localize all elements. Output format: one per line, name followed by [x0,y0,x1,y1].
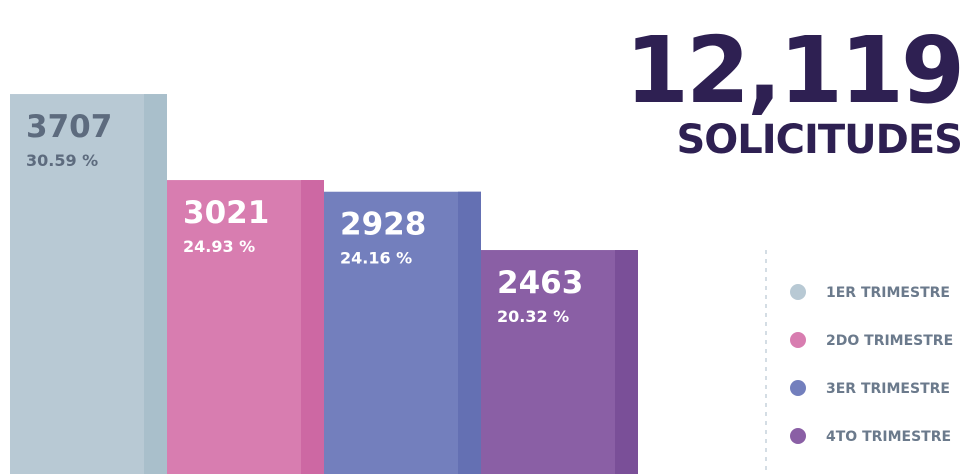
value-label: 3707 [26,109,112,145]
percentage-label: 20.32 % [497,307,569,326]
legend-label: 2DO TRIMESTRE [826,333,953,349]
chart-subtitle: SOLICITUDES [676,117,962,163]
legend-swatch [790,284,806,300]
value-label: 2928 [340,207,426,243]
percentage-label: 24.93 % [183,237,255,256]
bar [324,191,481,474]
value-label: 2463 [497,265,583,301]
legend-label: 3ER TRIMESTRE [826,381,950,397]
bar-edge [301,180,324,474]
bar-edge [144,94,167,474]
bar [481,250,638,474]
legend-swatch [790,332,806,348]
bar [10,94,167,474]
legend-label: 1ER TRIMESTRE [826,285,950,301]
legend-swatch [790,380,806,396]
chart-title: 12,119 [625,17,962,124]
legend-label: 4TO TRIMESTRE [826,429,951,445]
percentage-label: 30.59 % [26,151,98,170]
percentage-label: 24.16 % [340,249,412,268]
bar-edge [615,250,638,474]
legend-swatch [790,428,806,444]
value-label: 3021 [183,195,269,231]
bar-edge [458,191,481,474]
bar [167,180,324,474]
